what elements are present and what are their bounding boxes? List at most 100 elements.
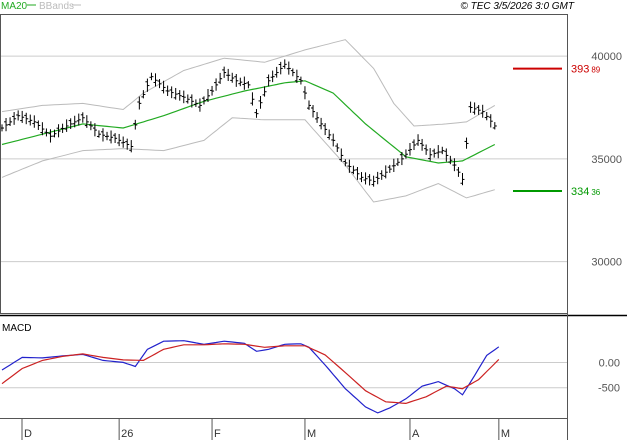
ma20-line [1, 80, 496, 164]
price-bar [234, 73, 239, 87]
price-bar [100, 128, 105, 142]
price-bar [428, 148, 433, 161]
macd-macd-line [1, 340, 500, 414]
price-bar [391, 158, 396, 172]
price-bar [125, 138, 130, 150]
price-bar [246, 81, 251, 89]
price-bar [12, 112, 17, 125]
price-y-axis-labels: 40000 35000 30000 [591, 51, 622, 269]
price-bar [92, 123, 97, 137]
price-bar [129, 140, 134, 153]
price-bar [339, 148, 344, 162]
price-bar [460, 172, 465, 186]
price-bar [197, 98, 202, 112]
bollinger-bands [1, 39, 496, 203]
price-bar [436, 145, 441, 159]
price-bar [96, 130, 101, 138]
price-bar [36, 120, 41, 130]
price-bar [80, 112, 85, 123]
legend-bbands-label: BBands [39, 1, 74, 12]
price-bar [56, 124, 61, 138]
price-bar [84, 115, 89, 128]
price-bar [52, 129, 57, 138]
copyright-text: © TEC 3/5/2026 3:0 GMT [460, 1, 574, 12]
header-legend: MA20 BBands [1, 1, 81, 12]
price-bar [145, 78, 150, 92]
price-bar [177, 90, 182, 101]
price-bar [274, 66, 279, 78]
price-bar [270, 70, 275, 83]
price-bar [327, 129, 332, 140]
price-bar [319, 117, 324, 130]
price-bar [278, 61, 283, 75]
price-bar [109, 130, 114, 144]
price-bar [403, 149, 408, 159]
price-bar [420, 138, 425, 151]
price-bar [28, 114, 33, 126]
x-tick-label: A [412, 428, 420, 440]
price-bar [416, 134, 421, 146]
price-bar [298, 76, 303, 85]
price-bar [258, 95, 263, 109]
macd-title: MACD [2, 323, 31, 334]
price-bar [302, 86, 307, 100]
x-tick-label: M [501, 428, 510, 440]
price-bar [133, 119, 138, 130]
price-bar [464, 137, 469, 149]
x-axis-labels: D 26 F M A M [21, 418, 510, 440]
price-bar [351, 165, 356, 175]
price-bar [173, 87, 178, 100]
price-bar [193, 99, 198, 107]
price-bar [218, 72, 223, 84]
price-bar [153, 73, 158, 87]
price-bar [315, 112, 320, 123]
price-bar [367, 174, 372, 186]
price-bar [387, 164, 392, 173]
bb-upper-line [1, 39, 496, 127]
price-bar [149, 72, 154, 81]
price-bar [113, 133, 118, 143]
price-bar [206, 89, 211, 102]
price-y-tick-label: 30000 [591, 257, 622, 269]
price-bar [347, 159, 352, 173]
price-bar [250, 92, 255, 106]
price-bar [64, 119, 69, 132]
price-bar [76, 113, 81, 126]
price-bar [468, 101, 473, 113]
price-bar [161, 80, 166, 94]
price-bar [383, 165, 388, 179]
price-bar [395, 158, 400, 166]
price-bar [181, 90, 186, 104]
bb-lower-line [1, 117, 495, 203]
x-tick-label: M [307, 428, 316, 440]
price-bar [238, 77, 243, 87]
price-bar [105, 131, 110, 141]
price-bar [266, 74, 271, 87]
price-bar [432, 148, 437, 158]
price-bar [185, 94, 190, 104]
price-bar [335, 143, 340, 153]
price-bar [117, 133, 122, 147]
price-bar [16, 110, 21, 121]
price-bar [226, 68, 231, 82]
price-bar [331, 133, 336, 147]
price-bar [440, 146, 445, 155]
price-bar [480, 104, 485, 118]
macd-y-tick-label: 0.00 [599, 357, 620, 369]
price-bar [242, 76, 247, 90]
ma20-line-group [1, 80, 496, 164]
price-bar [44, 128, 49, 137]
price-bar [452, 158, 457, 172]
macd-lines [1, 340, 500, 414]
price-bar [294, 69, 299, 83]
price-bar [32, 115, 37, 128]
price-bar [4, 117, 9, 132]
price-bar [355, 167, 360, 180]
price-bar [137, 96, 142, 110]
price-bar [448, 155, 453, 165]
macd-y-tick-label: -500 [598, 383, 620, 395]
price-bar [72, 115, 77, 128]
price-levels: 393 89 334 36 [513, 64, 601, 198]
price-bar [412, 139, 417, 151]
